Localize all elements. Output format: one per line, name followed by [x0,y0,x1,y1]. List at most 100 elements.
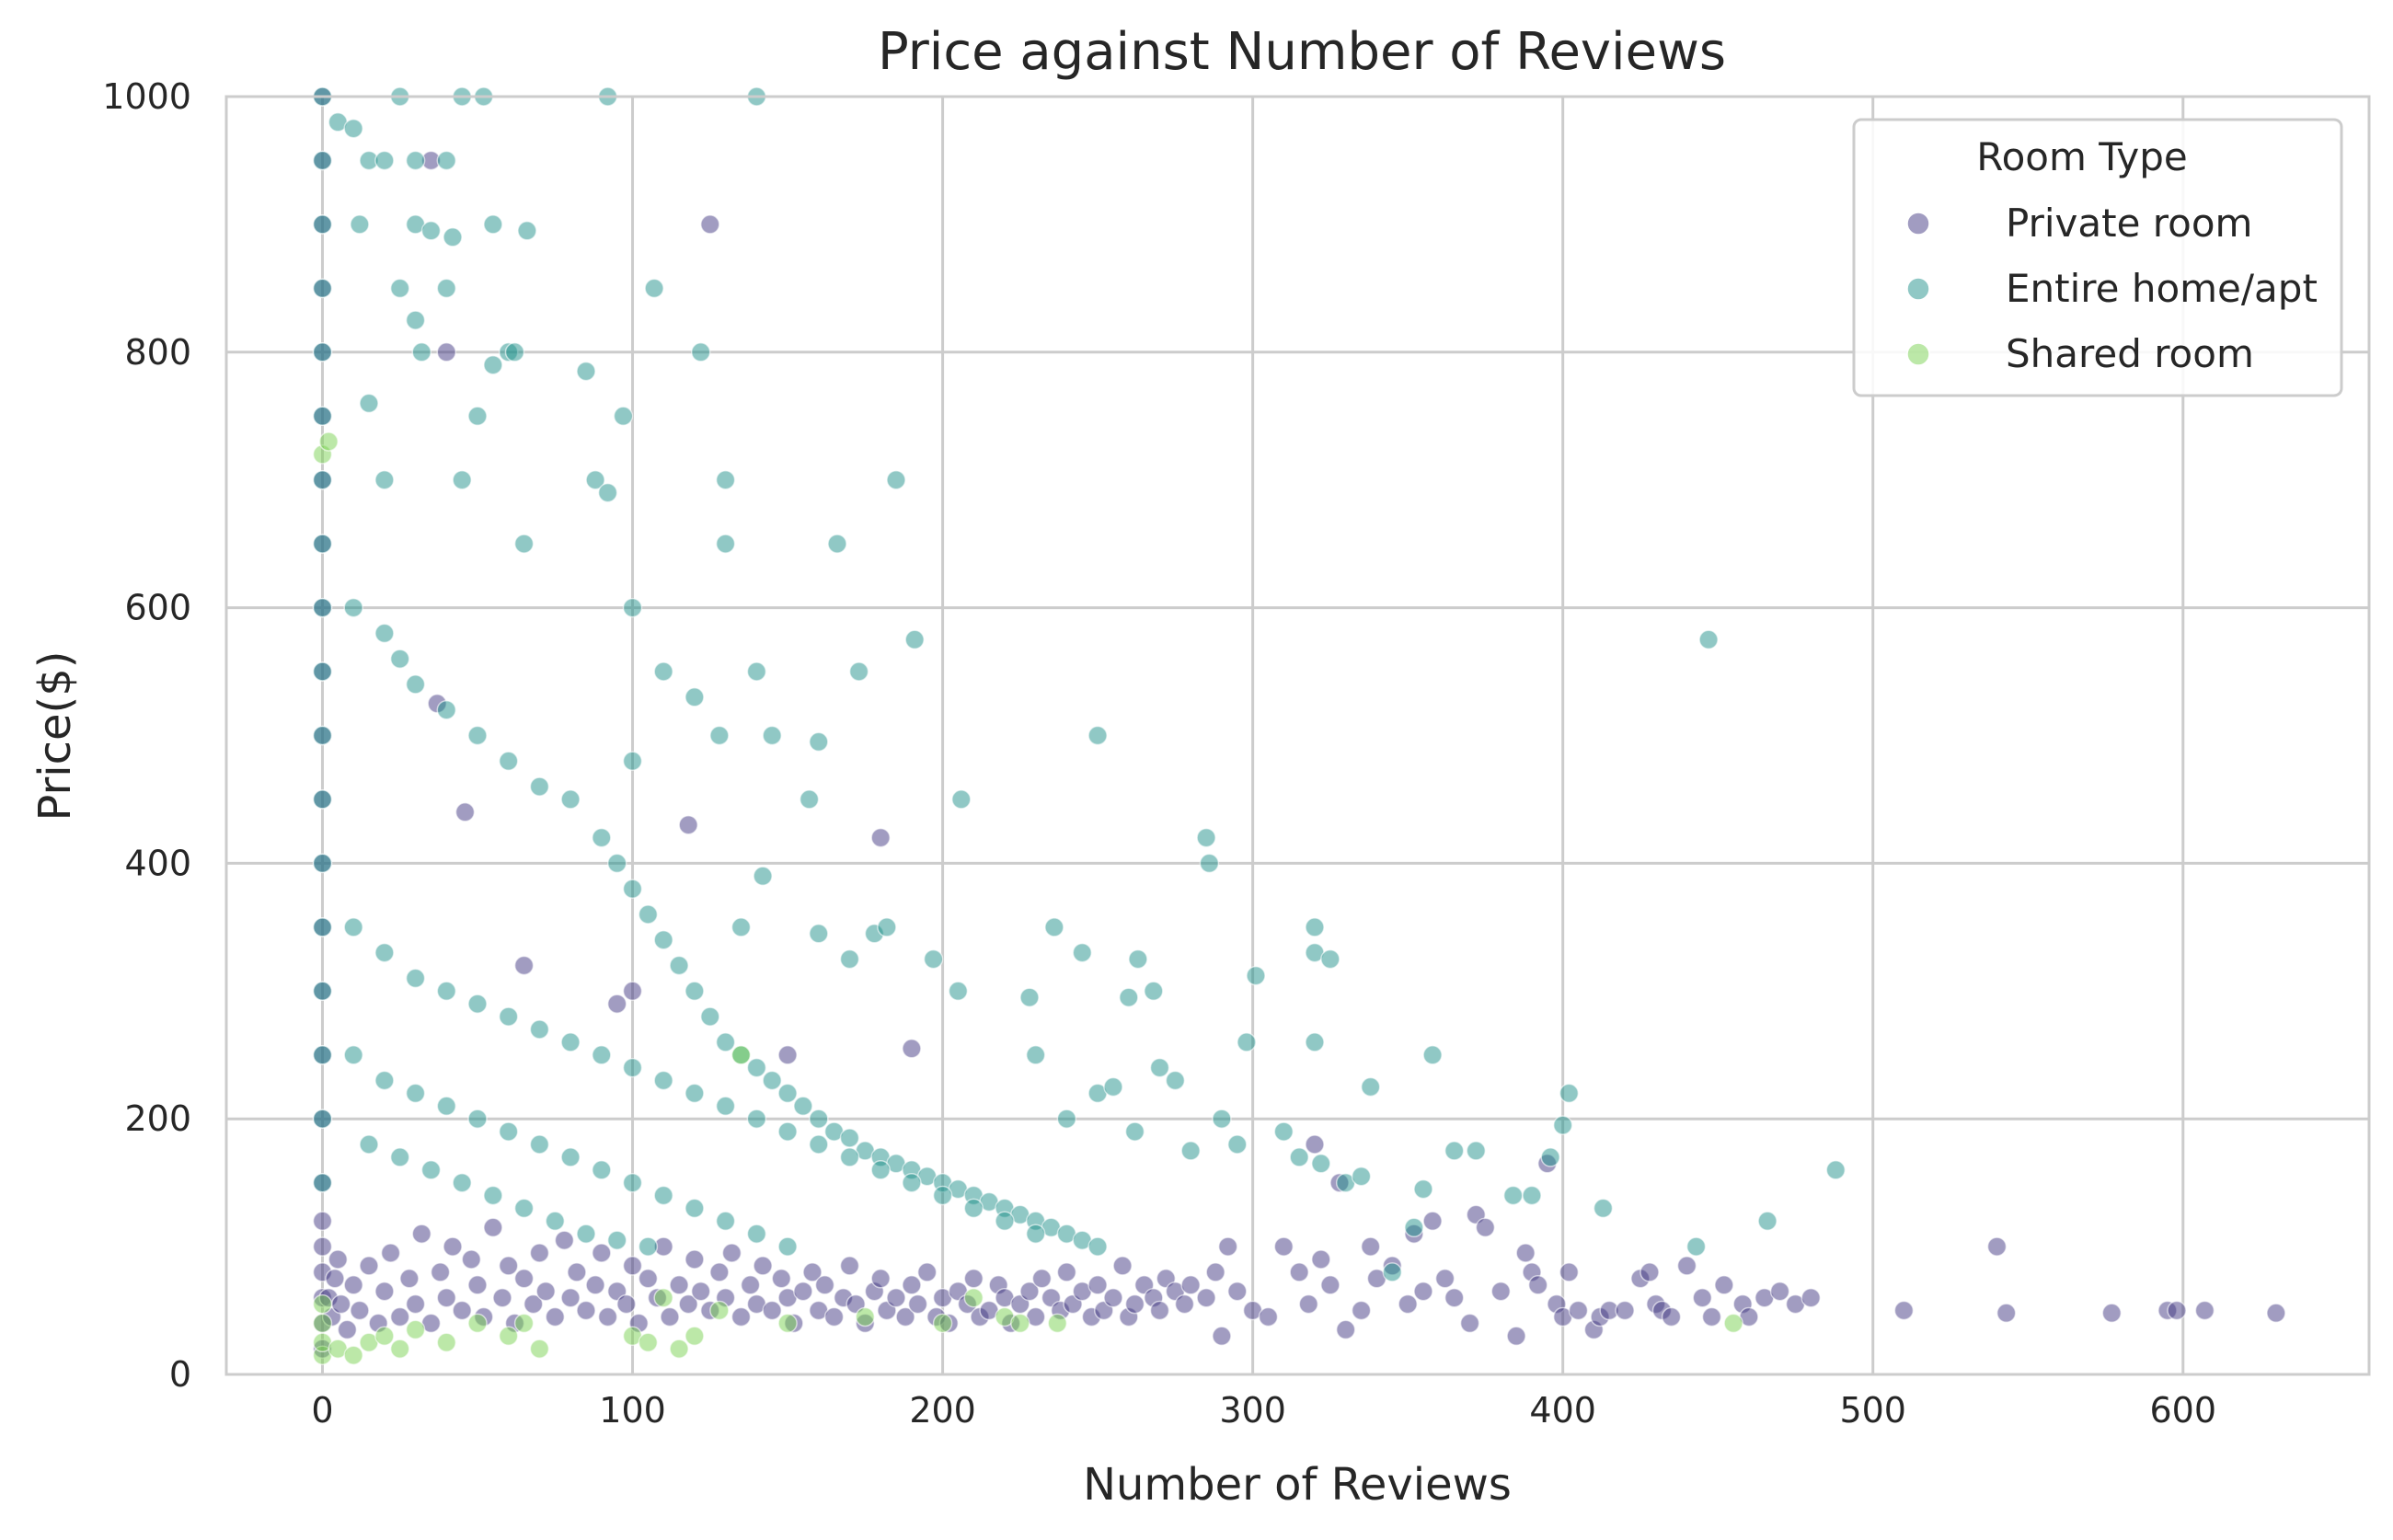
scatter-point [746,1057,767,1078]
scatter-point [343,1345,363,1365]
scatter-point [517,221,537,241]
scatter-point [870,1269,891,1289]
scatter-point [653,1287,673,1308]
scatter-point [374,150,395,171]
scatter-point [777,1045,798,1065]
scatter-point [827,534,847,554]
scatter-point [1398,1293,1418,1315]
scatter-point [467,725,488,746]
scatter-point [312,1236,333,1257]
scatter-point [793,1096,813,1117]
x-tick-label: 400 [1529,1390,1596,1431]
scatter-point [312,534,333,554]
scatter-point [1413,1178,1433,1200]
scatter-point [592,1045,612,1065]
scatter-point [1112,1256,1133,1276]
scatter-point [359,1256,379,1276]
scatter-point [638,1236,659,1257]
scatter-point [995,1211,1015,1232]
scatter-point [467,994,488,1014]
scatter-point [1149,1300,1170,1321]
scatter-point [312,725,333,746]
scatter-point [343,1045,363,1065]
scatter-point [420,1160,442,1180]
scatter-point [848,661,869,682]
scatter-point [1025,1224,1046,1244]
scatter-point [1149,1057,1170,1078]
scatter-point [1692,1287,1713,1308]
scatter-point [1502,1185,1524,1206]
scatter-point [1217,1236,1238,1257]
scatter-point [1258,1306,1279,1327]
scatter-point [560,1287,581,1308]
scatter-point [374,623,395,644]
scatter-point [644,278,664,299]
scatter-point [777,1313,798,1334]
scatter-point [498,1006,519,1027]
y-tick-label: 800 [124,332,191,373]
legend-marker [1906,342,1930,366]
scatter-point [916,1262,938,1282]
scatter-point [405,150,426,171]
scatter-point [678,814,698,835]
scatter-point [513,955,535,976]
scatter-point [638,904,659,925]
scatter-point [715,469,736,490]
scatter-point [1615,1300,1635,1321]
scatter-point [793,1281,813,1302]
scatter-point [1212,1109,1232,1129]
scatter-point [436,278,457,299]
series-2 [312,431,1743,1365]
data-points [312,86,2286,1365]
y-tick-label: 400 [124,843,191,883]
scatter-point [585,1275,605,1295]
scatter-point [343,597,363,618]
legend-box [1852,118,2343,397]
scatter-point [1466,1141,1487,1161]
scatter-point [809,1134,829,1155]
scatter-point [809,731,829,753]
scatter-point [746,1109,767,1129]
scatter-point [1335,1319,1356,1340]
scatter-point [529,1243,550,1263]
scatter-point [1404,1217,1424,1238]
scatter-point [1298,1293,1319,1315]
scatter-point [753,1256,773,1276]
scatter-point [312,597,333,618]
scatter-point [700,1006,720,1027]
scatter-point [443,227,463,247]
scatter-point [560,1032,581,1052]
scatter-point [948,981,969,1002]
scatter-point [343,118,363,139]
scatter-point [513,534,535,554]
scatter-point [721,1243,742,1263]
scatter-point [622,1256,643,1276]
scatter-point [1723,1313,1743,1334]
scatter-point [653,661,673,682]
legend: Room Type Private room Entire home/apt Sha… [1852,118,2343,397]
scatter-point [498,751,519,772]
scatter-point [1289,1262,1309,1282]
scatter-point [685,1326,705,1347]
scatter-point [405,310,426,330]
scatter-point [1801,1287,1822,1308]
scatter-point [814,1275,835,1295]
scatter-point [904,629,925,650]
scatter-point [731,1045,752,1065]
scatter-point [452,1300,472,1321]
scatter-point [374,942,395,963]
scatter-point [513,1198,535,1219]
scatter-point [389,649,410,669]
scatter-point [389,1147,410,1167]
scatter-point [567,1262,587,1282]
y-tick-label: 200 [124,1098,191,1139]
scatter-point [839,1256,860,1276]
scatter-point [592,1243,612,1263]
scatter-point [436,342,457,362]
scatter-point [932,1185,953,1206]
x-tick-label: 600 [2150,1390,2217,1431]
scatter-point [1459,1313,1480,1334]
scatter-point [886,1287,906,1308]
scatter-point [1351,1300,1372,1321]
scatter-point [405,968,426,989]
